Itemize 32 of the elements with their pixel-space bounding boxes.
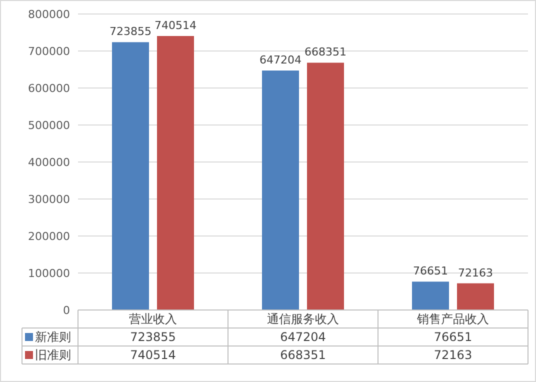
x-tick-label: 营业收入 — [129, 312, 177, 326]
data-label: 723855 — [110, 25, 152, 38]
data-label: 76651 — [413, 264, 448, 278]
data-label: 72163 — [458, 266, 493, 280]
text: 647204 — [280, 330, 326, 344]
text: 72163 — [434, 348, 472, 362]
bar — [412, 282, 449, 310]
text: 723855 — [130, 330, 176, 344]
bar — [307, 62, 344, 310]
text: 668351 — [280, 348, 326, 362]
y-tick-label: 800000 — [28, 8, 70, 21]
y-tick-label: 600000 — [28, 82, 70, 95]
y-tick-label: 700000 — [28, 44, 70, 58]
bar — [157, 36, 194, 310]
data-label: 740514 — [154, 19, 196, 32]
y-tick-label: 0 — [63, 304, 70, 317]
x-tick-label: 通信服务收入 — [267, 312, 339, 326]
y-tick-label: 200000 — [28, 230, 70, 243]
text: 76651 — [434, 330, 472, 344]
legend-label: 旧准则 — [35, 348, 71, 362]
legend-label: 新准则 — [35, 330, 71, 344]
y-tick-label: 500000 — [28, 118, 70, 132]
data-label: 668351 — [304, 46, 346, 59]
y-tick-label: 400000 — [28, 156, 70, 169]
bar — [112, 42, 149, 310]
y-tick-label: 100000 — [28, 266, 70, 280]
bar — [262, 70, 299, 310]
y-tick-label: 300000 — [28, 192, 70, 206]
bar — [457, 283, 494, 310]
data-label: 647204 — [260, 54, 302, 67]
text: 740514 — [130, 348, 176, 362]
x-tick-label: 销售产品收入 — [416, 312, 489, 326]
